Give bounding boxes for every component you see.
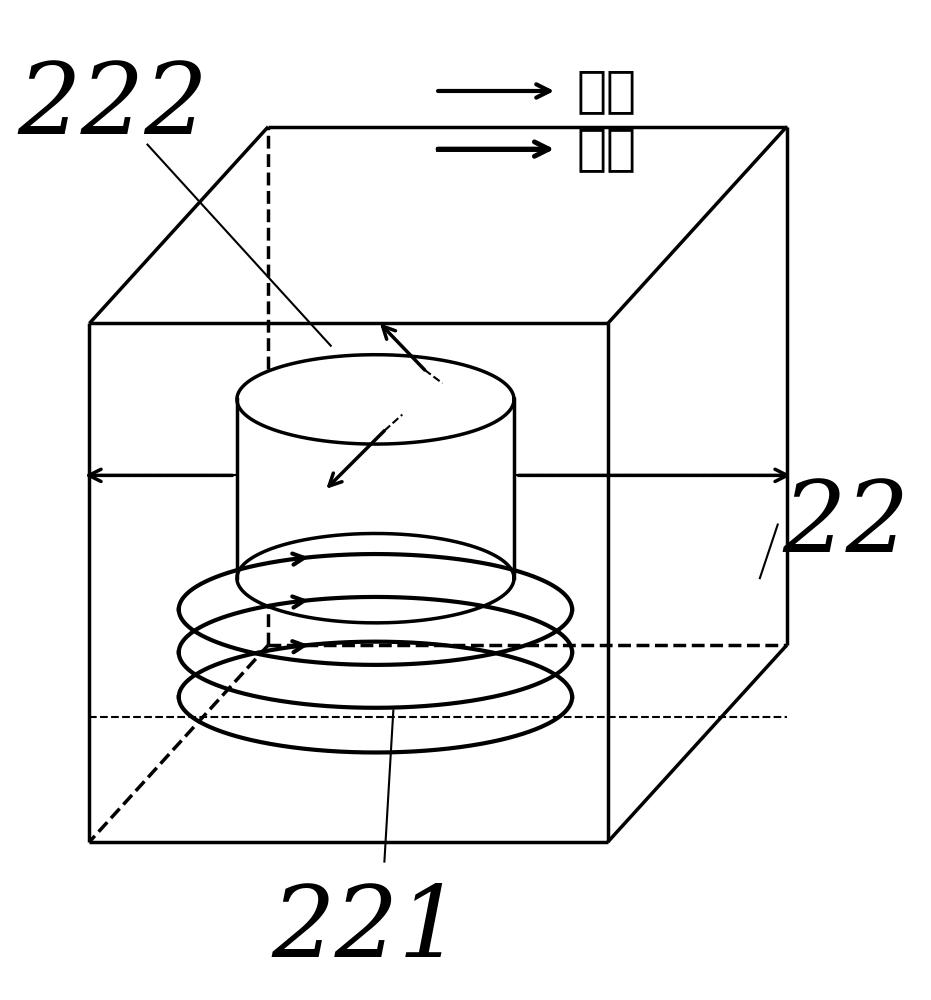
Text: 磁场: 磁场 — [576, 125, 637, 173]
Polygon shape — [236, 355, 514, 623]
Text: 电场: 电场 — [576, 67, 637, 115]
Text: 221: 221 — [271, 882, 462, 977]
Text: 222: 222 — [18, 60, 209, 155]
Text: 22: 22 — [782, 477, 910, 572]
